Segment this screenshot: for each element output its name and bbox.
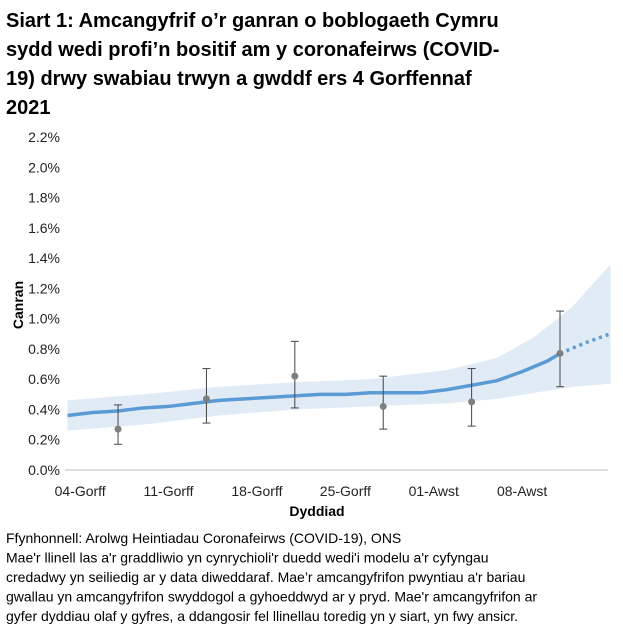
x-tick-label: 18-Gorff (231, 483, 282, 499)
footnote: gyfer dyddiau olaf y gyfres, a ddangosir… (6, 608, 518, 624)
y-tick-label: 1.2% (28, 280, 60, 296)
y-axis-title: Canran (10, 281, 26, 329)
point-estimate (114, 425, 122, 433)
y-tick-label: 2.2% (28, 129, 60, 145)
footnote: Ffynhonnell: Arolwg Heintiadau Coronafei… (6, 530, 401, 546)
point-estimate (291, 372, 299, 380)
y-tick-label: 0.0% (28, 462, 60, 478)
chart-title: 19) drwy swabiau trwyn a gwddf ers 4 Gor… (6, 68, 472, 90)
chart-title: sydd wedi profi’n bositif am y coronafei… (6, 39, 499, 61)
y-tick-label: 0.4% (28, 401, 60, 417)
y-tick-label: 1.8% (28, 190, 60, 206)
y-tick-label: 1.0% (28, 311, 60, 327)
footnote: credadwy yn seiliedig ar y data diweddar… (6, 569, 525, 585)
footnote: gwallau yn amcangyfrifon swyddogol a gyh… (6, 589, 537, 605)
trend-line (67, 351, 561, 418)
credible-band (67, 264, 611, 431)
chart-title: 2021 (6, 97, 51, 119)
x-tick-label: 01-Awst (409, 483, 459, 499)
x-tick-label: 11-Gorff (144, 483, 194, 499)
x-axis-title: Dyddiad (289, 503, 344, 519)
footnote: Mae'r llinell las a'r graddliwio yn cynr… (6, 550, 489, 566)
x-tick-label: 25-Gorff (320, 483, 371, 499)
y-tick-label: 0.8% (28, 341, 60, 357)
y-tick-label: 0.2% (28, 432, 60, 448)
point-estimate (379, 402, 387, 410)
y-tick-label: 2.0% (28, 159, 60, 175)
point-estimate (468, 398, 476, 406)
y-tick-label: 0.6% (28, 371, 60, 387)
trend-line-projection (559, 332, 612, 356)
point-estimate (556, 349, 564, 357)
point-estimate (202, 395, 210, 403)
x-tick-label: 04-Gorff (55, 483, 106, 499)
y-tick-label: 1.6% (28, 220, 60, 236)
chart-title: Siart 1: Amcangyfrif o’r ganran o boblog… (6, 10, 499, 32)
x-tick-label: 08-Awst (497, 483, 547, 499)
y-tick-label: 1.4% (28, 250, 60, 266)
